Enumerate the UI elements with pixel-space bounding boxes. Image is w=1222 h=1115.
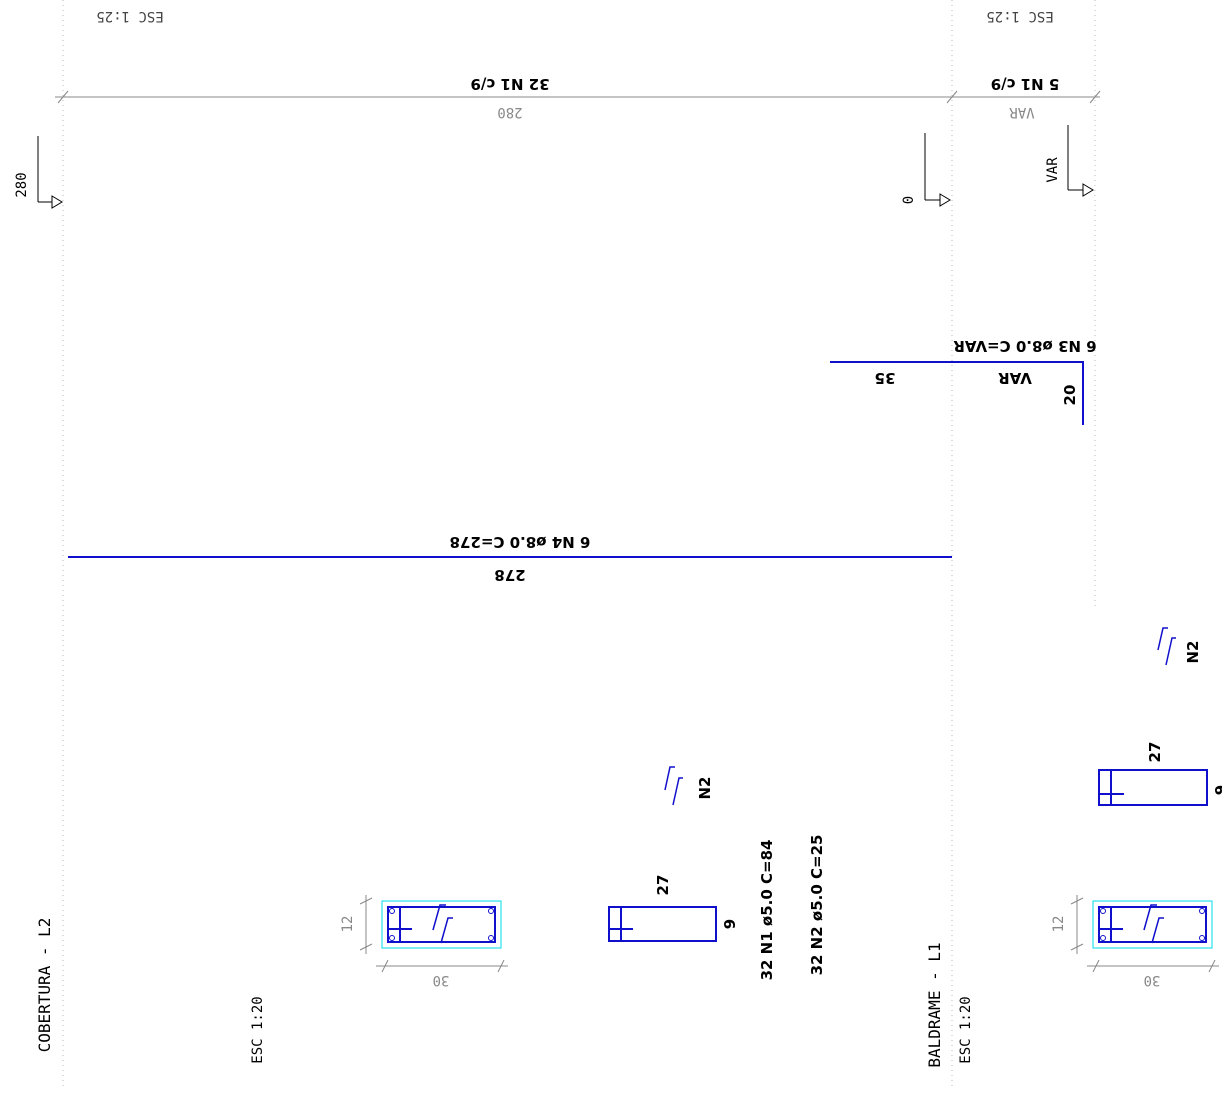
stirrup-n1-width: 9 [721, 919, 739, 929]
section-left [359, 895, 508, 973]
n2-hook-symbol-right [1157, 627, 1176, 666]
section-left-width: 30 [433, 972, 450, 988]
level-value-left: 280 [14, 172, 30, 197]
bar-n3-shape [830, 361, 1084, 425]
level-value-right: VAR [1045, 157, 1061, 183]
n2-tag-right: N2 [1184, 641, 1202, 664]
n2-hook-symbol-middle [664, 766, 683, 806]
span-dimension-main: 280 [497, 104, 522, 120]
level-marker-middle [924, 133, 951, 207]
section-right-title: BALDRAME - L1 [925, 942, 944, 1067]
guide-lines [62, 0, 1096, 1090]
stirrup-spacing-main: 32 N1 c/9 [470, 75, 549, 93]
level-marker-right [1067, 125, 1094, 197]
stirrup-spacing-right: 5 N1 c/9 [991, 75, 1060, 93]
section-left-title: COBERTURA - L2 [35, 918, 54, 1053]
stirrup-n1-height: 27 [654, 875, 672, 896]
level-value-middle: 0 [901, 196, 917, 204]
section-right-scale: ESC 1:20 [958, 996, 974, 1063]
scale-label-top-left: ESC 1:25 [96, 8, 163, 24]
section-left-height: 12 [340, 916, 356, 933]
stirrup-n2-label: 32 N2 ø5.0 C=25 [808, 835, 826, 976]
bar-n4-label: 6 N4 ø8.0 C=278 [450, 533, 591, 551]
top-dimension-line [55, 90, 1101, 104]
level-marker-left [37, 136, 63, 209]
stirrup-n1-shape [608, 906, 717, 942]
stirrup-n1-label: 32 N1 ø5.0 C=84 [758, 840, 776, 981]
section-right-height: 12 [1051, 916, 1067, 933]
section-left-scale: ESC 1:20 [250, 996, 266, 1063]
right-stirrup-shape [1098, 769, 1208, 806]
span-dimension-right: VAR [1009, 104, 1035, 120]
section-right [1070, 895, 1219, 973]
right-stirrup-height: 27 [1146, 742, 1164, 763]
bar-n3-vertical-length: 20 [1061, 385, 1079, 406]
bar-n3-label: 6 N3 ø8.0 C=VAR [953, 337, 1097, 355]
bar-n3-horizontal-length: 35 [875, 369, 896, 387]
n2-tag-middle: N2 [696, 777, 714, 800]
scale-label-top-right: ESC 1:25 [986, 8, 1053, 24]
bar-n4-length: 278 [494, 566, 525, 584]
right-stirrup-width: 9 [1212, 785, 1222, 795]
bar-n3-variable-length: VAR [998, 369, 1032, 387]
section-right-width: 30 [1144, 972, 1161, 988]
